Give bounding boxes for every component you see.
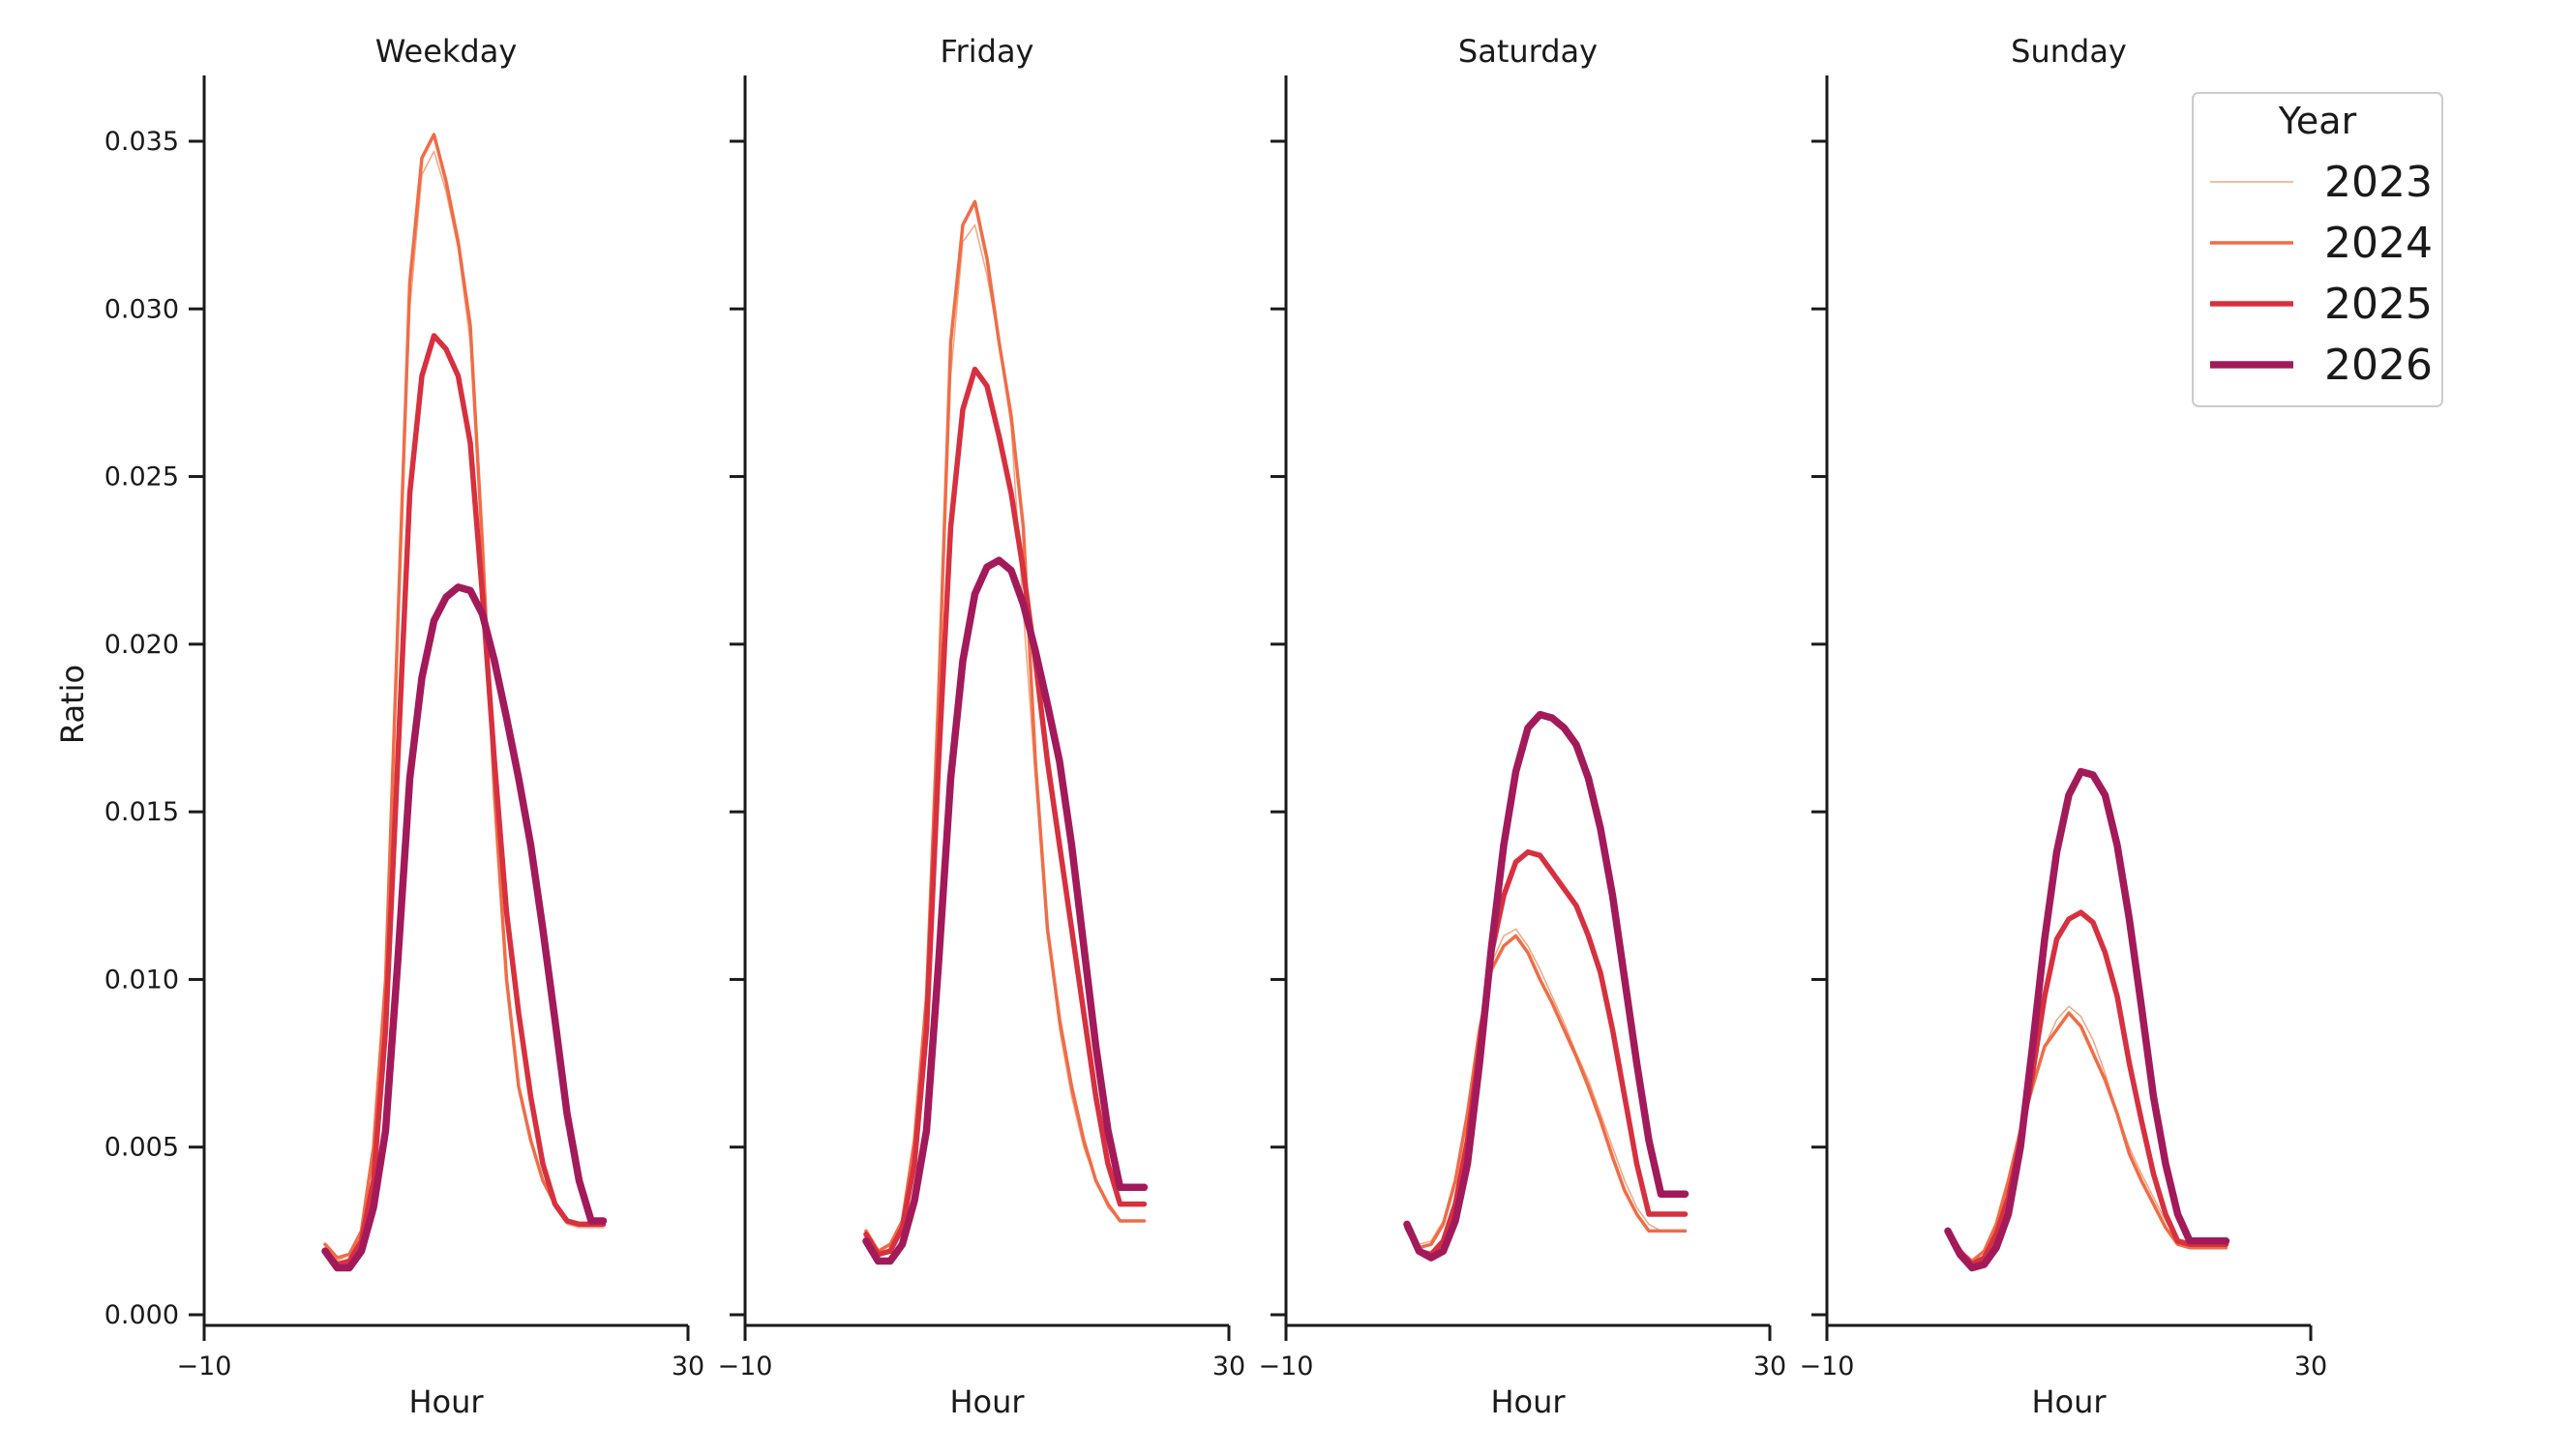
- legend-label: 2024: [2324, 219, 2433, 268]
- y-tick-label: 0.035: [105, 127, 179, 157]
- x-axis-label: Hour: [1490, 1383, 1566, 1420]
- series-line-2025: [863, 366, 1148, 1258]
- x-tick-label: 30: [1753, 1352, 1786, 1382]
- series-line-2024: [1405, 934, 1688, 1250]
- x-axis-label: Hour: [949, 1383, 1025, 1420]
- y-tick-label: 0.005: [105, 1133, 179, 1163]
- x-tick-label: −10: [1259, 1352, 1314, 1382]
- x-tick-label: 30: [2294, 1352, 2327, 1382]
- legend-label: 2026: [2324, 341, 2433, 390]
- series-line-2024: [1946, 1011, 2228, 1263]
- y-tick-label: 0.030: [105, 294, 179, 324]
- x-tick-label: 30: [1212, 1352, 1245, 1382]
- series-line-2026: [862, 556, 1149, 1265]
- x-tick-label: −10: [177, 1352, 232, 1382]
- series-line-2025: [322, 333, 607, 1267]
- series-line-2025: [1404, 848, 1689, 1258]
- y-tick-label: 0.025: [105, 462, 179, 492]
- panel-title: Friday: [941, 33, 1034, 70]
- x-axis-label: Hour: [2031, 1383, 2107, 1420]
- y-tick-label: 0.020: [105, 630, 179, 660]
- legend-label: 2025: [2324, 280, 2433, 329]
- y-axis-label: Ratio: [54, 665, 91, 744]
- series-line-2026: [1403, 710, 1690, 1262]
- panel-title: Sunday: [2011, 33, 2127, 70]
- y-tick-label: 0.000: [105, 1300, 179, 1330]
- legend-label: 2023: [2324, 158, 2433, 207]
- y-tick-label: 0.010: [105, 965, 179, 995]
- legend-title: Year: [2278, 100, 2357, 142]
- panel-title: Weekday: [375, 33, 518, 70]
- series-line-2024: [864, 199, 1147, 1253]
- legend-box: [2192, 92, 2443, 407]
- x-tick-label: −10: [1800, 1352, 1855, 1382]
- y-tick-label: 0.015: [105, 797, 179, 827]
- x-axis-label: Hour: [408, 1383, 484, 1420]
- x-tick-label: −10: [718, 1352, 773, 1382]
- series-line-2025: [1945, 909, 2229, 1267]
- x-tick-label: 30: [672, 1352, 704, 1382]
- series-line-2026: [1944, 767, 2230, 1272]
- panel-title: Saturday: [1458, 33, 1598, 70]
- series-line-2026: [321, 583, 608, 1272]
